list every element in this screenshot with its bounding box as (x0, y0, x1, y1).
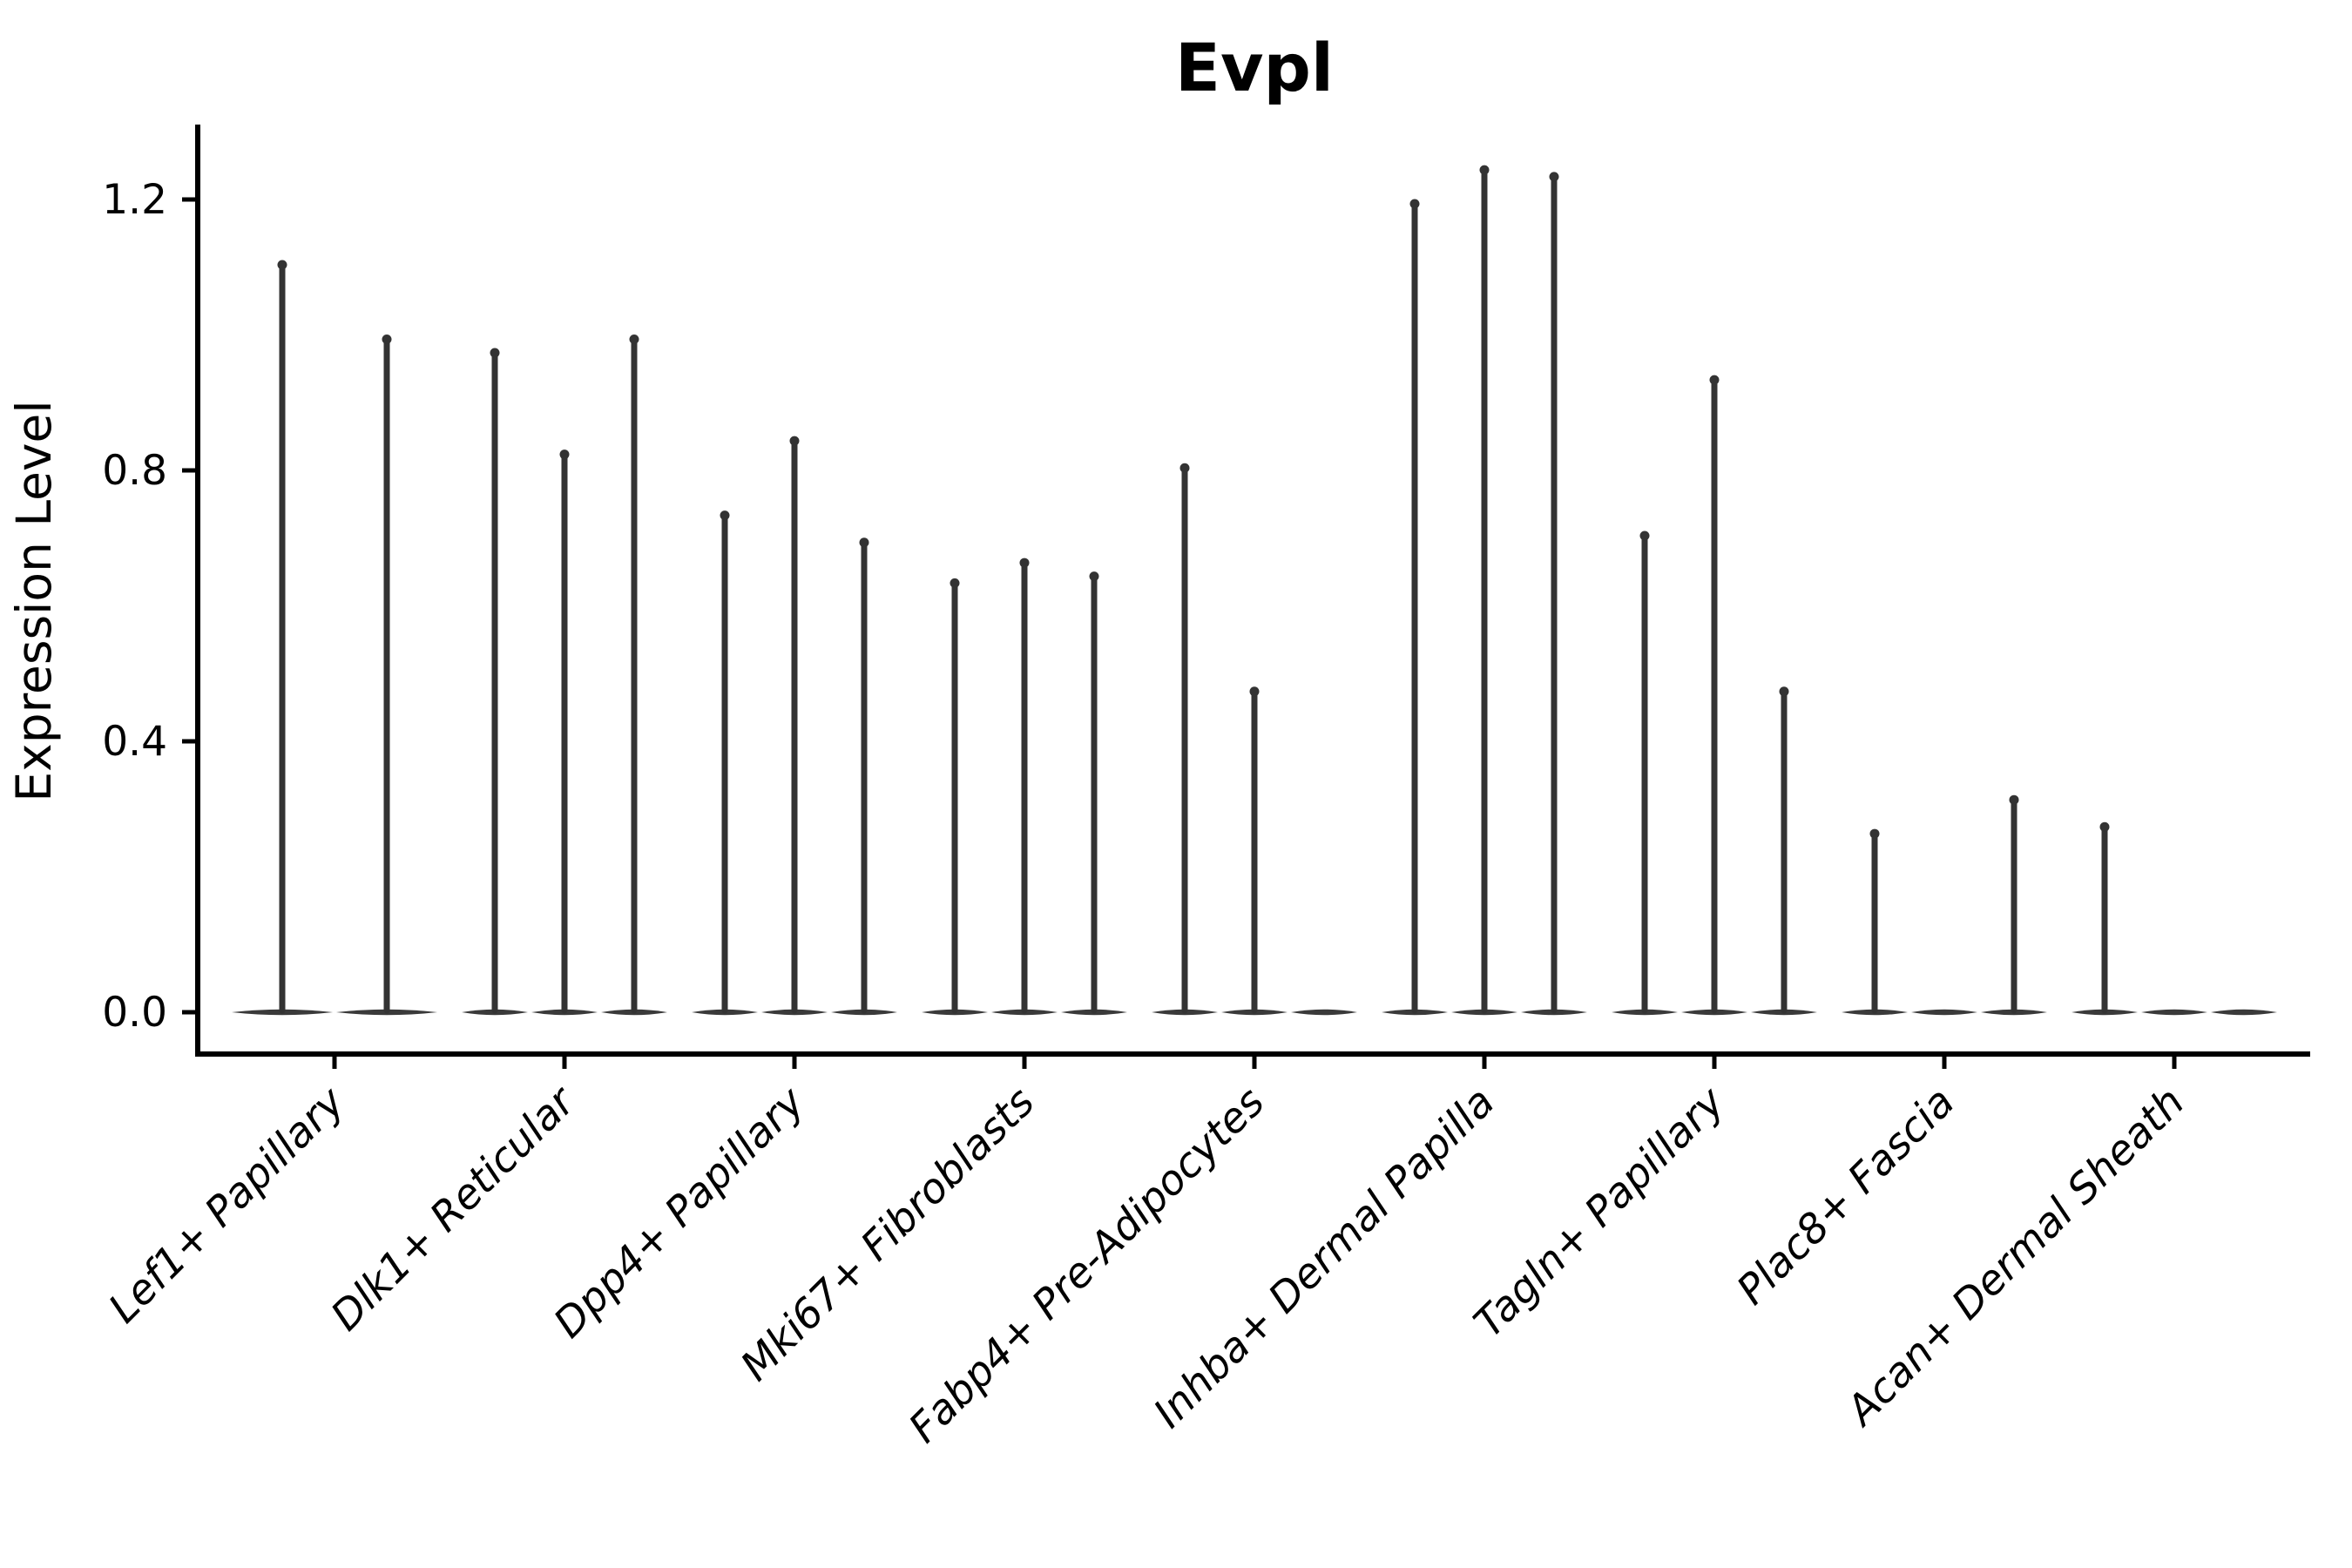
violin-base (1291, 1009, 1357, 1016)
x-ticks (332, 1054, 2177, 1069)
violin-peak-knob (1639, 531, 1650, 541)
x-tick-label: Tagln+ Papillary (1465, 1078, 1735, 1348)
violin-peak-knob (720, 510, 730, 521)
violin-peak-knob (1779, 686, 1789, 697)
violin-peak-knob (490, 348, 500, 358)
chart-title: Evpl (1175, 29, 1334, 106)
violin-peak-knob (1409, 199, 1420, 209)
violins-layer (232, 165, 2277, 1016)
violin-peak-knob (559, 449, 570, 460)
violin-peak-knob (1709, 375, 1720, 385)
violin-base (2141, 1009, 2207, 1016)
violin-base (1911, 1009, 1977, 1016)
violin-peak-knob (789, 436, 800, 446)
violin-base (2211, 1009, 2277, 1016)
x-tick-label: Plac8+ Fascia (1727, 1078, 1963, 1315)
violin-peak-knob (1249, 686, 1260, 697)
violin-peak-knob (859, 537, 869, 548)
violin-peak-knob (1179, 463, 1190, 473)
violin-peak-knob (382, 335, 392, 344)
y-tick-label: 0.4 (102, 718, 167, 766)
x-tick-label: Lef1+ Papillary (99, 1078, 355, 1333)
y-tick-label: 0.0 (102, 989, 167, 1037)
violin-peak-knob (629, 335, 639, 344)
y-ticks: 0.0 0.4 0.8 1.2 (102, 176, 198, 1037)
violin-peak-knob (2099, 821, 2110, 832)
violin-peak-knob (1549, 172, 1559, 182)
violin-peak-knob (2009, 794, 2019, 805)
violin-peak-knob (1869, 828, 1880, 839)
violin-peak-knob (1479, 165, 1490, 175)
violin-peak-knob (1089, 571, 1099, 582)
y-tick-label: 0.8 (102, 447, 167, 495)
x-tick-label: Dpp4+ Papillary (544, 1078, 814, 1348)
x-tick-label: Dlk1+ Reticular (322, 1077, 586, 1341)
violin-peak-knob (277, 260, 287, 270)
y-axis-label: Expression Level (6, 400, 62, 801)
violin-peak-knob (950, 578, 960, 588)
y-tick-label: 1.2 (102, 176, 167, 224)
violin-peak-knob (1019, 558, 1030, 568)
